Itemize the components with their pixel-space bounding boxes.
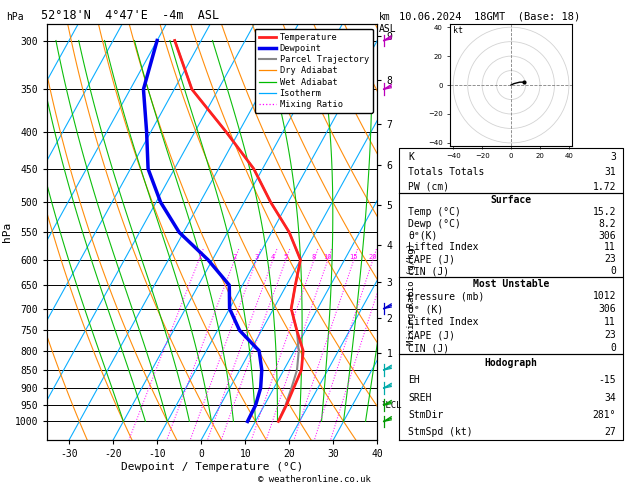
Text: Temp (°C): Temp (°C) — [408, 207, 461, 217]
Text: 10.06.2024  18GMT  (Base: 18): 10.06.2024 18GMT (Base: 18) — [399, 12, 581, 22]
Text: Most Unstable: Most Unstable — [473, 278, 549, 289]
Text: -15: -15 — [598, 376, 616, 385]
Text: 11: 11 — [604, 317, 616, 327]
Text: © weatheronline.co.uk: © weatheronline.co.uk — [258, 474, 371, 484]
Text: CIN (J): CIN (J) — [408, 343, 450, 353]
Text: 0: 0 — [610, 266, 616, 276]
Text: SREH: SREH — [408, 393, 432, 403]
Text: 31: 31 — [604, 167, 616, 176]
Text: θᵉ(K): θᵉ(K) — [408, 230, 438, 241]
Text: kt: kt — [454, 26, 463, 35]
Text: Pressure (mb): Pressure (mb) — [408, 292, 485, 301]
Text: K: K — [408, 152, 415, 161]
Text: 15.2: 15.2 — [593, 207, 616, 217]
Text: CAPE (J): CAPE (J) — [408, 254, 455, 264]
Text: 11: 11 — [604, 243, 616, 252]
Text: 306: 306 — [598, 230, 616, 241]
Text: StmDir: StmDir — [408, 410, 443, 420]
Y-axis label: hPa: hPa — [2, 222, 12, 242]
Text: 1012: 1012 — [593, 292, 616, 301]
Text: StmSpd (kt): StmSpd (kt) — [408, 427, 473, 437]
Text: 15: 15 — [350, 254, 358, 260]
Text: 23: 23 — [604, 254, 616, 264]
Text: 8.2: 8.2 — [598, 219, 616, 229]
Text: 3: 3 — [255, 254, 259, 260]
Legend: Temperature, Dewpoint, Parcel Trajectory, Dry Adiabat, Wet Adiabat, Isotherm, Mi: Temperature, Dewpoint, Parcel Trajectory… — [255, 29, 373, 113]
Text: Lifted Index: Lifted Index — [408, 243, 479, 252]
Text: hPa: hPa — [6, 12, 24, 22]
Text: 20: 20 — [369, 254, 377, 260]
X-axis label: Dewpoint / Temperature (°C): Dewpoint / Temperature (°C) — [121, 462, 303, 471]
Text: 281°: 281° — [593, 410, 616, 420]
Text: Hodograph: Hodograph — [484, 358, 538, 368]
Text: 2: 2 — [233, 254, 237, 260]
Text: 10: 10 — [324, 254, 332, 260]
Text: Mixing Ratio (g/kg): Mixing Ratio (g/kg) — [408, 243, 416, 346]
Text: Dewp (°C): Dewp (°C) — [408, 219, 461, 229]
Text: 1: 1 — [197, 254, 201, 260]
Text: θᵉ (K): θᵉ (K) — [408, 304, 443, 314]
Text: ASL: ASL — [379, 24, 397, 34]
Text: 8: 8 — [312, 254, 316, 260]
Text: 0: 0 — [610, 343, 616, 353]
Text: 4: 4 — [270, 254, 275, 260]
Text: 52°18'N  4°47'E  -4m  ASL: 52°18'N 4°47'E -4m ASL — [41, 9, 219, 22]
Text: km: km — [379, 12, 391, 22]
Text: 306: 306 — [598, 304, 616, 314]
Text: PW (cm): PW (cm) — [408, 182, 450, 191]
Text: EH: EH — [408, 376, 420, 385]
Text: Totals Totals: Totals Totals — [408, 167, 485, 176]
Text: CIN (J): CIN (J) — [408, 266, 450, 276]
Text: CAPE (J): CAPE (J) — [408, 330, 455, 340]
Text: ¹LCL: ¹LCL — [381, 401, 402, 410]
Text: Surface: Surface — [491, 195, 532, 205]
Text: 5: 5 — [284, 254, 288, 260]
Text: Lifted Index: Lifted Index — [408, 317, 479, 327]
Text: 3: 3 — [610, 152, 616, 161]
Text: 1.72: 1.72 — [593, 182, 616, 191]
Text: 27: 27 — [604, 427, 616, 437]
Text: 23: 23 — [604, 330, 616, 340]
Text: 34: 34 — [604, 393, 616, 403]
